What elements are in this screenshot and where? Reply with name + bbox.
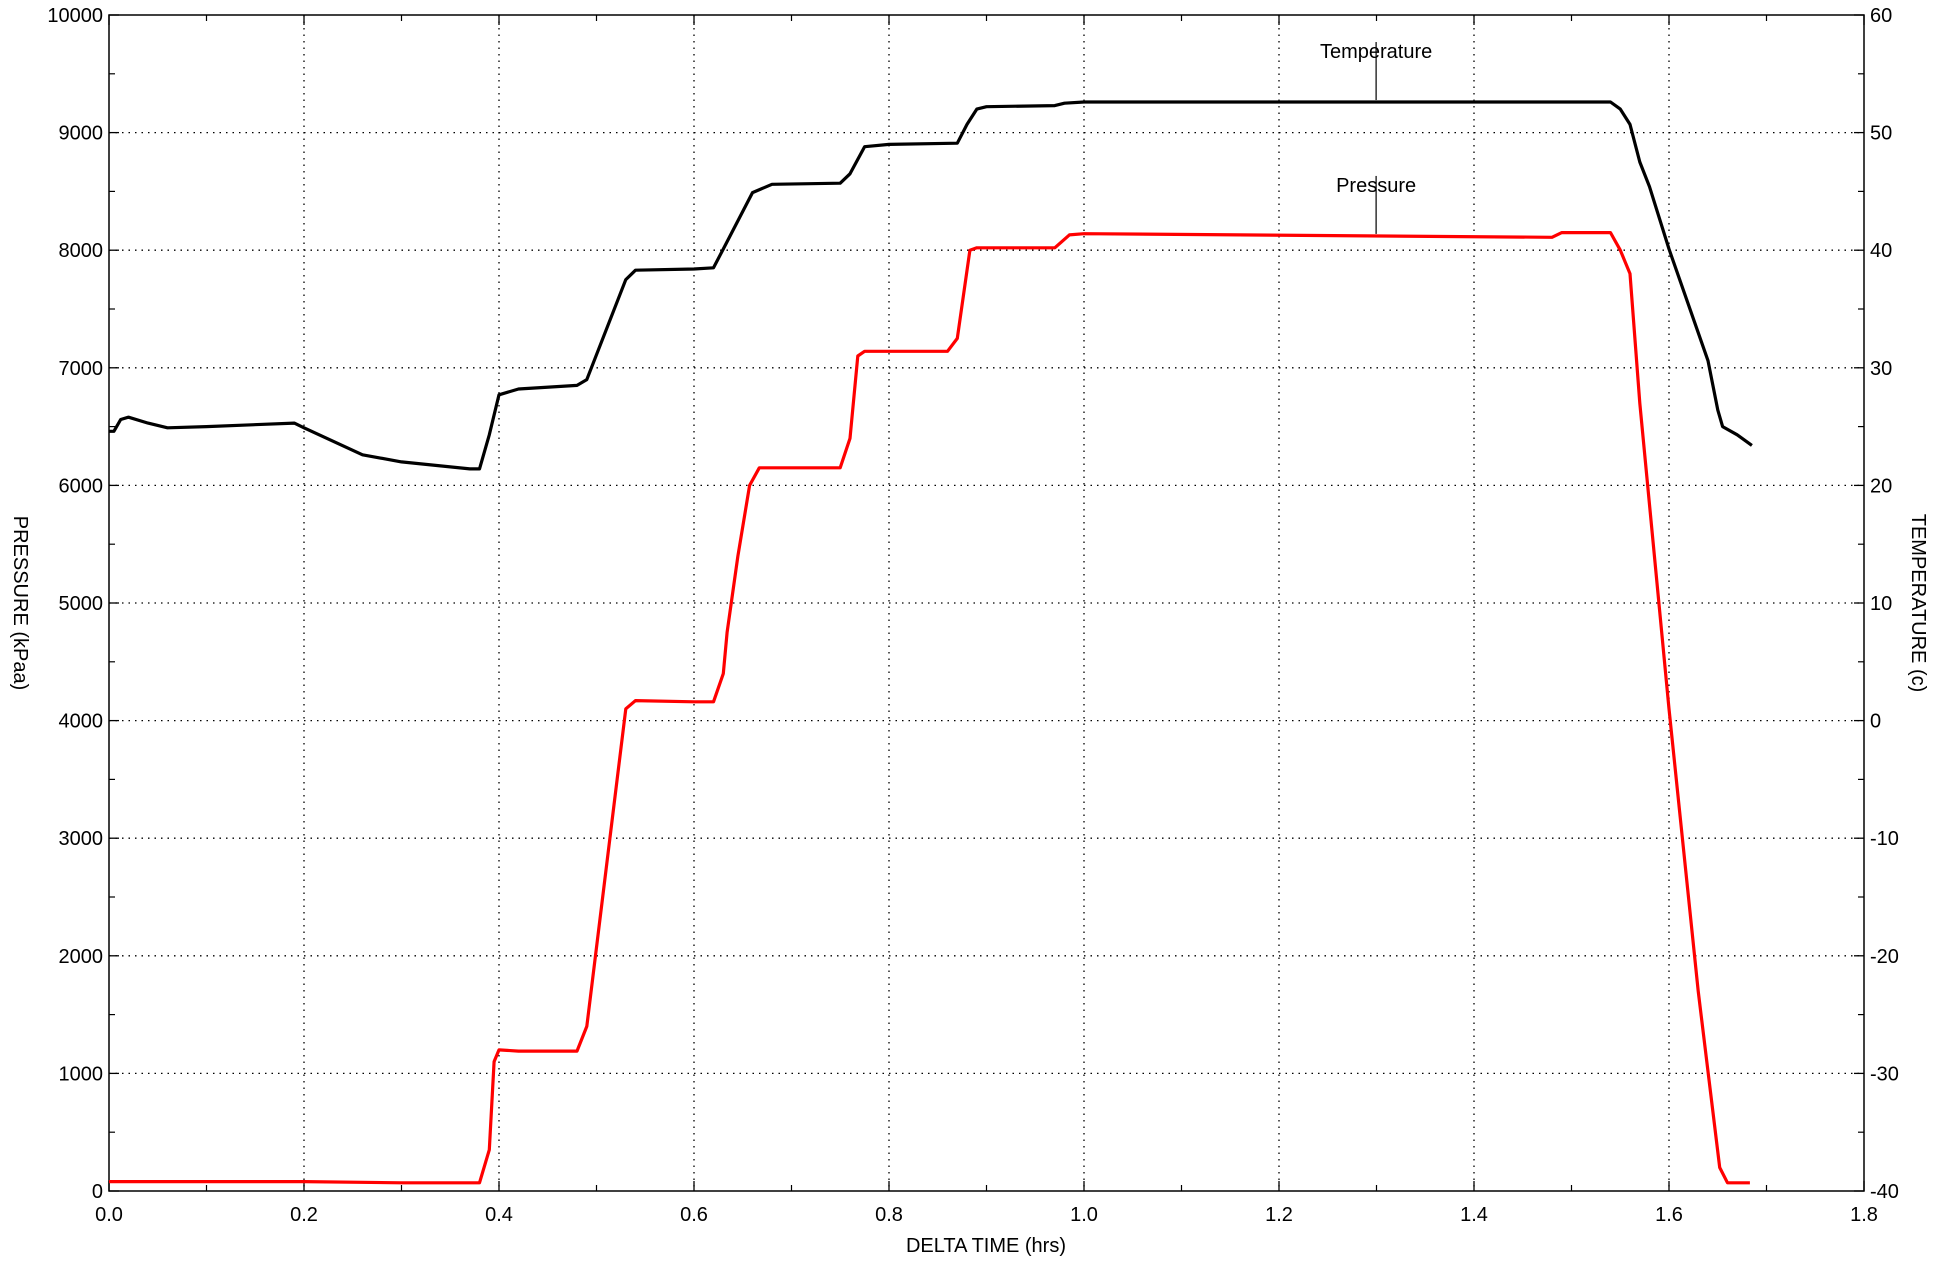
- y2-axis-title: TEMPERATURE (c): [1907, 514, 1929, 693]
- y-tick-label: 3000: [59, 828, 104, 850]
- y2-tick-label: -40: [1870, 1181, 1899, 1203]
- y2-tick-label: 50: [1870, 123, 1892, 145]
- y2-tick-label: 20: [1870, 475, 1892, 497]
- y-tick-label: 5000: [59, 593, 104, 615]
- y2-tick-label: 60: [1870, 5, 1892, 27]
- series-label: Temperature: [1320, 41, 1432, 63]
- y-tick-label: 6000: [59, 475, 104, 497]
- x-tick-label: 0.4: [485, 1204, 513, 1226]
- x-tick-label: 0.0: [95, 1204, 123, 1226]
- x-tick-label: 0.8: [875, 1204, 903, 1226]
- y2-tick-label: -20: [1870, 946, 1899, 968]
- y-tick-label: 0: [92, 1181, 103, 1203]
- x-tick-label: 0.2: [290, 1204, 318, 1226]
- y-tick-label: 1000: [59, 1063, 104, 1085]
- y2-tick-label: 10: [1870, 593, 1892, 615]
- y2-tick-label: 30: [1870, 358, 1892, 380]
- y-tick-label: 2000: [59, 946, 104, 968]
- y-tick-label: 8000: [59, 240, 104, 262]
- series-line: [109, 231, 1750, 1185]
- x-tick-label: 1.2: [1265, 1204, 1293, 1226]
- series-line: [109, 100, 1753, 471]
- y-axis-title: PRESSURE (kPaa): [9, 516, 31, 691]
- y2-tick-label: -10: [1870, 828, 1899, 850]
- y2-tick-label: 40: [1870, 240, 1892, 262]
- y-tick-label: 7000: [59, 358, 104, 380]
- x-tick-label: 1.0: [1070, 1204, 1098, 1226]
- y-tick-label: 4000: [59, 711, 104, 733]
- x-tick-label: 0.6: [680, 1204, 708, 1226]
- y-tick-label: 9000: [59, 123, 104, 145]
- x-tick-label: 1.8: [1850, 1204, 1878, 1226]
- y2-tick-label: 0: [1870, 711, 1881, 733]
- x-axis-title: DELTA TIME (hrs): [906, 1235, 1066, 1257]
- x-tick-label: 1.4: [1460, 1204, 1488, 1226]
- x-tick-label: 1.6: [1655, 1204, 1683, 1226]
- plot-frame: [108, 14, 1865, 1192]
- y2-tick-label: -30: [1870, 1063, 1899, 1085]
- series-label: Pressure: [1336, 175, 1416, 197]
- y-tick-label: 10000: [47, 5, 103, 27]
